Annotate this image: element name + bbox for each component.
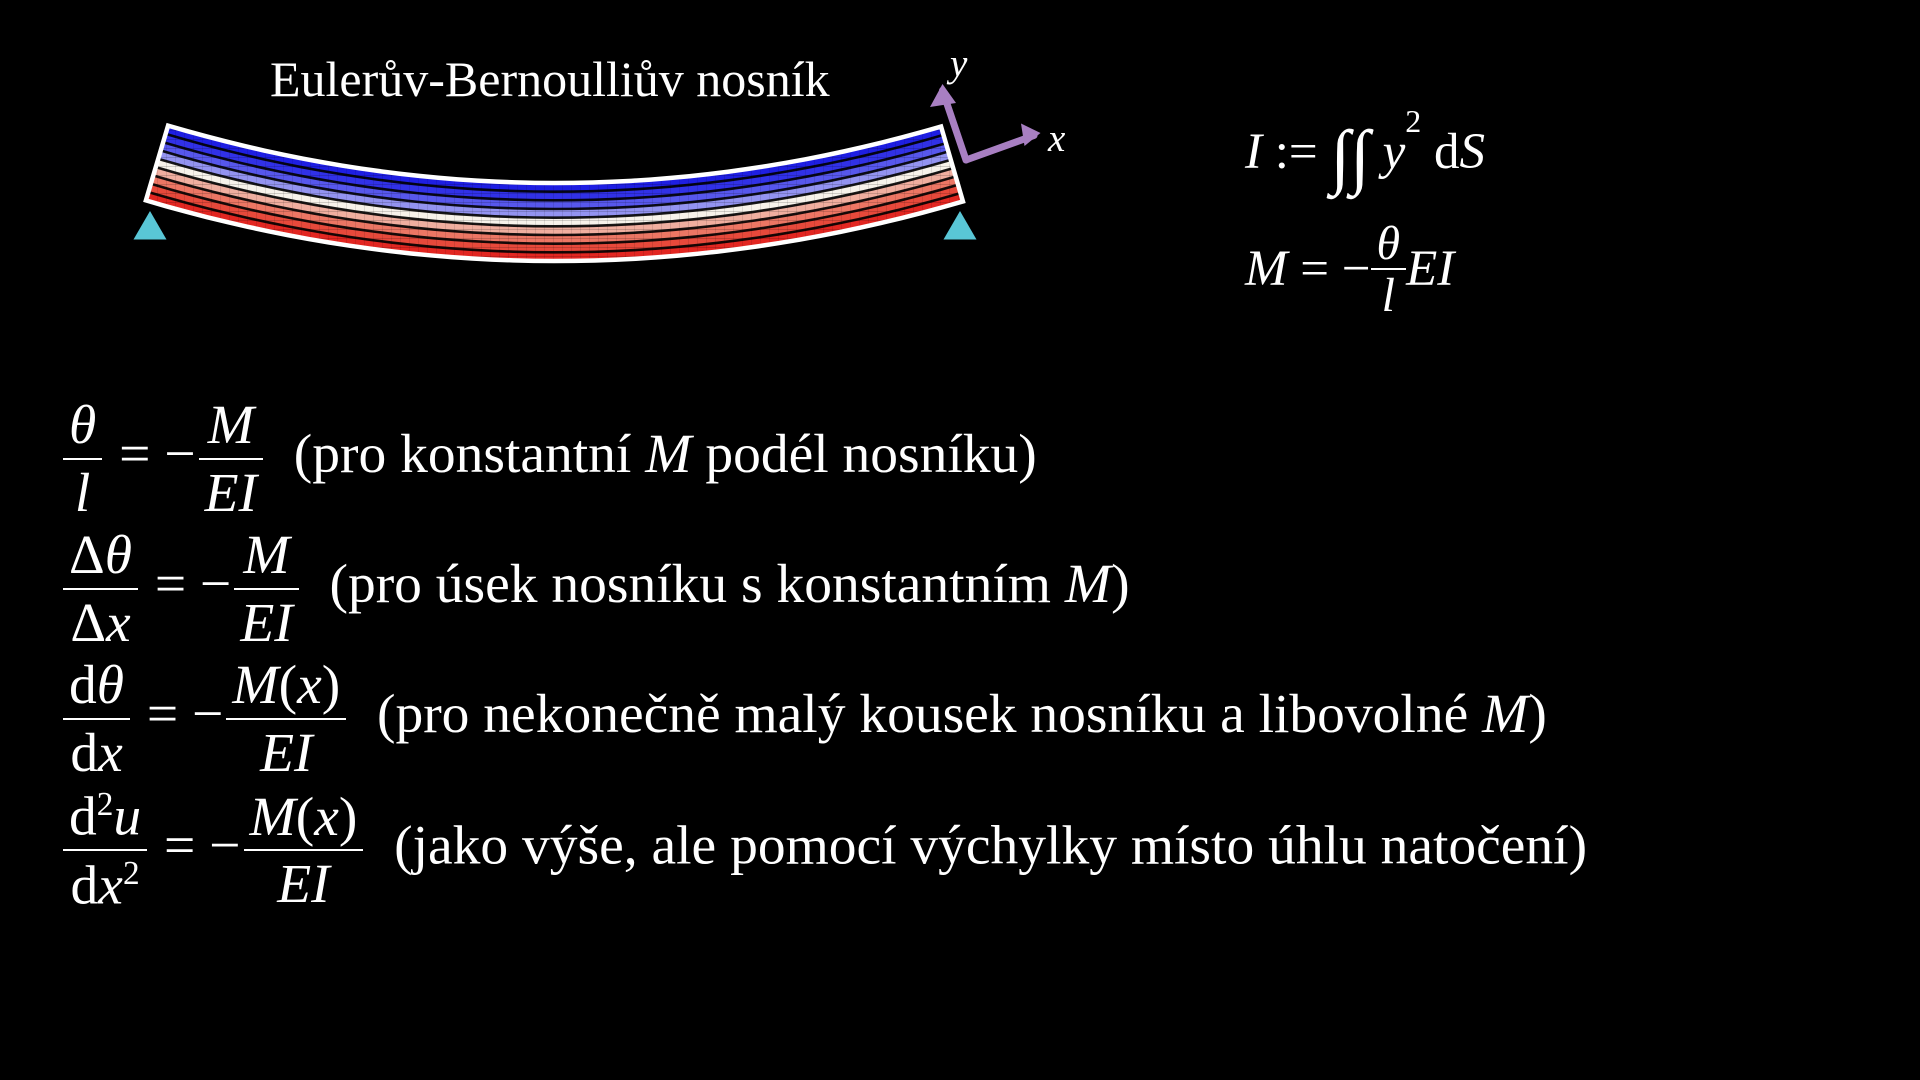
svg-text:y: y xyxy=(946,42,968,85)
svg-text:x: x xyxy=(1047,117,1066,160)
